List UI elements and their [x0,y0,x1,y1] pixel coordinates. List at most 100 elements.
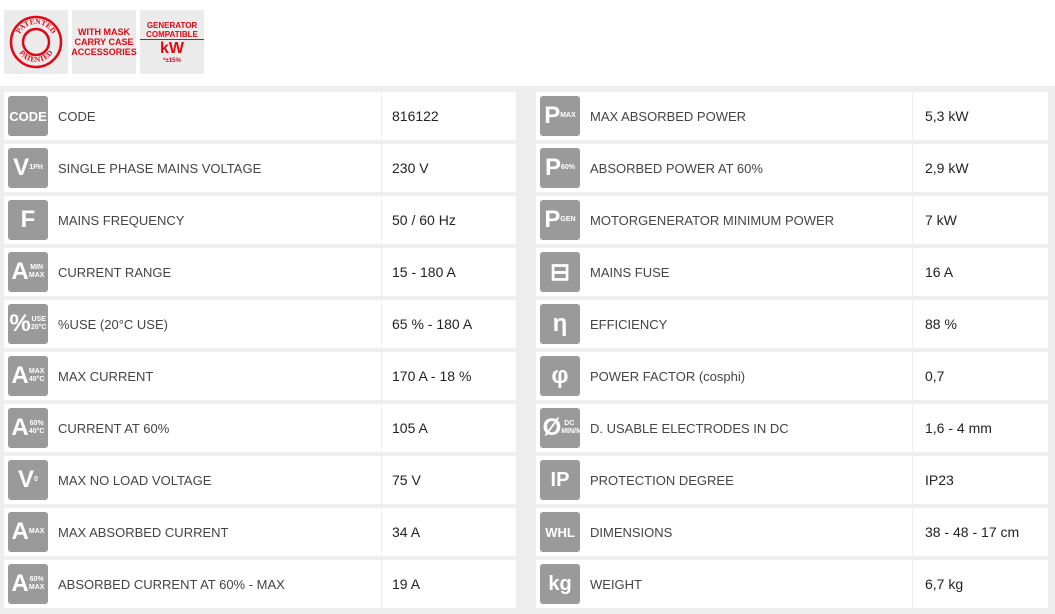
spec-label: EFFICIENCY [590,300,913,348]
spec-label: D. USABLE ELECTRODES IN DC [590,404,913,452]
icon-glyph: Ø [542,414,562,441]
icon-glyph: CODE [9,108,47,124]
spec-value: 75 V [392,472,421,488]
spec-icon: φ [540,356,580,396]
spec-row: A 60% 40°C CURRENT AT 60% 105 A [4,404,516,456]
badge-text: GENERATOR COMPATIBLE [140,21,204,40]
spec-icon: P 60% [540,148,580,188]
spec-icon: CODE [8,96,48,136]
icon-glyph: A [11,570,29,597]
spec-row: φ POWER FACTOR (cosphi) 0,7 [536,352,1048,404]
badge-text: WITH MASK CARRY CASE ACCESSORIES [71,27,137,57]
spec-icon: η [540,304,580,344]
spec-value: 34 A [392,524,421,540]
feature-badges: PATENTED PATENTED WITH MASK CARRY CASE A… [4,10,204,74]
spec-label: PROTECTION DEGREE [590,456,913,504]
spec-icon: IP [540,460,580,500]
spec-label: MAX ABSORBED CURRENT [58,508,382,556]
spec-label: WEIGHT [590,560,913,608]
icon-glyph: F [20,206,36,233]
spec-label: MAX ABSORBED POWER [590,92,913,140]
icon-glyph: kg [548,572,572,595]
spec-value: 0,7 [925,368,945,384]
icon-glyph: P [544,102,561,129]
spec-row: IP PROTECTION DEGREE IP23 [536,456,1048,508]
spec-row: A MAX 40°C MAX CURRENT 170 A - 18 % [4,352,516,404]
spec-value: 1,6 - 4 mm [925,420,992,436]
spec-icon: A MAX [8,512,48,552]
spec-value: 88 % [925,316,957,332]
spec-value: 19 A [392,576,421,592]
icon-subscript: MAX [560,112,576,119]
spec-table-right: P MAX MAX ABSORBED POWER 5,3 kW P 60% ABSOR… [536,92,1048,608]
spec-row: WHL DIMENSIONS 38 - 48 - 17 cm [536,508,1048,560]
icon-glyph: V [13,154,30,181]
spec-value: 2,9 kW [925,160,969,176]
icon-glyph: WHL [545,524,575,540]
spec-row: P GEN MOTORGENERATOR MINIMUM POWER 7 kW [536,196,1048,248]
icon-glyph: % [9,310,31,337]
icon-subscript: 0 [34,476,38,483]
patented-text-bottom: PATENTED [17,48,54,64]
spec-value: 105 A [392,420,428,436]
patented-text: PATENTED [14,17,59,36]
spec-row: ⊟ MAINS FUSE 16 A [536,248,1048,300]
with-mask-badge: WITH MASK CARRY CASE ACCESSORIES [71,10,137,74]
spec-label: CURRENT AT 60% [58,404,382,452]
icon-glyph: A [11,414,29,441]
icon-subscript: GEN [560,216,576,223]
spec-label: CURRENT RANGE [58,248,382,296]
icon-subscript: 1PH [29,164,43,171]
svg-text:PATENTED: PATENTED [14,17,59,36]
tolerance-text: *±15% [163,57,181,64]
spec-icon: A 60% 40°C [8,408,48,448]
icon-glyph: η [552,310,568,337]
spec-label: MOTORGENERATOR MINIMUM POWER [590,196,913,244]
spec-icon: A MIN MAX [8,252,48,292]
icon-glyph: V [18,466,35,493]
spec-table-left: CODE CODE 816122 V 1PH SINGLE PHASE MAINS … [4,92,516,608]
spec-row: Ø DC MIN/MAX D. USABLE ELECTRODES IN DC 1… [536,404,1048,456]
kw-text: kW [160,39,184,57]
spec-value: 6,7 kg [925,576,964,592]
spec-row: A MIN MAX CURRENT RANGE 15 - 180 A [4,248,516,300]
spec-icon: P MAX [540,96,580,136]
icon-glyph: A [11,258,29,285]
spec-label: DIMENSIONS [590,508,913,556]
spec-label: SINGLE PHASE MAINS VOLTAGE [58,144,382,192]
spec-row: A 60% MAX ABSORBED CURRENT AT 60% - MAX 1… [4,560,516,608]
spec-value: 16 A [925,264,954,280]
spec-value: 5,3 kW [925,108,969,124]
patented-seal-icon: PATENTED PATENTED [9,15,63,69]
icon-subscript: MAX 40°C [28,368,45,383]
spec-row: kg WEIGHT 6,7 kg [536,560,1048,608]
icon-subscript: MAX [28,528,45,535]
spec-icon: P GEN [540,200,580,240]
spec-icon: V 1PH [8,148,48,188]
spec-label: %USE (20°C USE) [58,300,382,348]
icon-glyph: IP [550,468,570,491]
icon-glyph: A [11,518,29,545]
icon-subscript: 60% MAX [28,576,45,591]
spec-icon: Ø DC MIN/MAX [540,408,592,448]
icon-subscript: USE 20°C [30,316,47,331]
spec-row: η EFFICIENCY 88 % [536,300,1048,352]
spec-row: P 60% ABSORBED POWER AT 60% 2,9 kW [536,144,1048,196]
spec-row: CODE CODE 816122 [4,92,516,144]
icon-subscript: 60% 40°C [28,420,45,435]
spec-icon: A 60% MAX [8,564,48,604]
spec-icon: F [8,200,48,240]
icon-glyph: A [11,362,29,389]
spec-value: 170 A - 18 % [392,368,472,384]
spec-icon: % USE 20°C [8,304,48,344]
spec-value: 816122 [392,108,439,124]
spec-value: 65 % - 180 A [392,316,473,332]
spec-row: F MAINS FREQUENCY 50 / 60 Hz [4,196,516,248]
svg-text:PATENTED: PATENTED [17,48,54,64]
spec-label: CODE [58,92,382,140]
icon-glyph: P [544,206,561,233]
spec-value: 7 kW [925,212,957,228]
spec-icon: ⊟ [540,252,580,292]
spec-icon: WHL [540,512,580,552]
